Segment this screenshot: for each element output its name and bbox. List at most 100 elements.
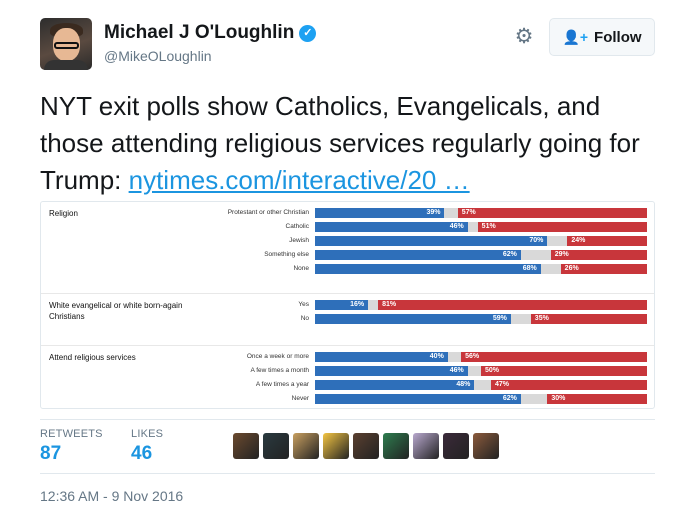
other-bar bbox=[547, 236, 568, 246]
row-label: Yes bbox=[298, 301, 309, 308]
other-bar bbox=[474, 380, 491, 390]
clinton-bar: 39% bbox=[315, 208, 445, 218]
liker-avatar[interactable] bbox=[293, 433, 319, 459]
trump-pct-label: 50% bbox=[485, 367, 500, 374]
trump-bar: 35% bbox=[530, 314, 647, 324]
stats-divider-bottom bbox=[40, 473, 655, 474]
trump-pct-label: 47% bbox=[494, 381, 509, 388]
row-label: No bbox=[300, 315, 309, 322]
exit-poll-chart[interactable]: Religion Protestant or other Christian 39%… bbox=[40, 201, 655, 409]
clinton-pct-label: 68% bbox=[522, 265, 537, 272]
trump-pct-label: 56% bbox=[465, 353, 480, 360]
gear-icon[interactable]: ⚙ bbox=[514, 25, 534, 48]
other-bar bbox=[540, 264, 561, 274]
clinton-bar: 68% bbox=[315, 264, 541, 274]
clinton-pct-label: 62% bbox=[502, 251, 517, 258]
row-label: Catholic bbox=[285, 223, 309, 230]
follow-button-label: Follow bbox=[594, 28, 642, 46]
other-bar bbox=[510, 314, 531, 324]
likes-count[interactable]: 46 bbox=[131, 443, 153, 464]
trump-bar: 57% bbox=[457, 208, 647, 218]
trump-bar: 30% bbox=[547, 394, 647, 404]
other-bar bbox=[467, 366, 481, 376]
row-label: None bbox=[293, 265, 309, 272]
other-bar bbox=[368, 300, 379, 310]
trump-pct-label: 30% bbox=[551, 395, 566, 402]
verified-badge-icon: ✓ bbox=[299, 25, 317, 42]
clinton-pct-label: 46% bbox=[449, 223, 464, 230]
other-bar bbox=[447, 352, 462, 362]
avatar-shirt bbox=[44, 60, 88, 70]
clinton-pct-label: 40% bbox=[429, 353, 444, 360]
trump-bar: 24% bbox=[567, 236, 647, 246]
group-label: Attend religious services bbox=[49, 353, 136, 362]
group-label: White evangelical or white born-again Ch… bbox=[49, 301, 183, 321]
trump-bar: 29% bbox=[550, 250, 647, 260]
author-handle[interactable]: @MikeOLoughlin bbox=[104, 48, 212, 64]
retweets-label[interactable]: RETWEETS bbox=[40, 428, 103, 440]
clinton-bar: 48% bbox=[315, 380, 475, 390]
group-label: Religion bbox=[49, 209, 78, 218]
clinton-pct-label: 62% bbox=[502, 395, 517, 402]
other-bar bbox=[467, 222, 478, 232]
row-label: Never bbox=[291, 395, 309, 402]
trump-bar: 81% bbox=[378, 300, 647, 310]
clinton-pct-label: 16% bbox=[350, 301, 365, 308]
group-separator bbox=[41, 293, 654, 294]
clinton-bar: 40% bbox=[315, 352, 448, 362]
tweet-body: NYT exit polls show Catholics, Evangelic… bbox=[40, 91, 640, 195]
liker-avatar[interactable] bbox=[353, 433, 379, 459]
author-name[interactable]: Michael J O'Loughlin bbox=[104, 22, 295, 43]
trump-bar: 56% bbox=[461, 352, 647, 362]
likes-label[interactable]: LIKES bbox=[131, 428, 164, 440]
trump-pct-label: 35% bbox=[534, 315, 549, 322]
liker-avatar[interactable] bbox=[413, 433, 439, 459]
clinton-bar: 59% bbox=[315, 314, 511, 324]
trump-bar: 26% bbox=[560, 264, 647, 274]
clinton-bar: 70% bbox=[315, 236, 548, 246]
row-label: Jewish bbox=[289, 237, 309, 244]
clinton-bar: 62% bbox=[315, 250, 521, 260]
liker-avatar[interactable] bbox=[443, 433, 469, 459]
group-separator bbox=[41, 345, 654, 346]
liker-avatar[interactable] bbox=[233, 433, 259, 459]
other-bar bbox=[520, 394, 548, 404]
clinton-pct-label: 46% bbox=[449, 367, 464, 374]
tweet-text: NYT exit polls show Catholics, Evangelic… bbox=[40, 88, 670, 199]
other-bar bbox=[444, 208, 458, 218]
retweets-count[interactable]: 87 bbox=[40, 443, 62, 464]
trump-bar: 51% bbox=[477, 222, 647, 232]
author-name-row[interactable]: Michael J O'Loughlin ✓ bbox=[104, 22, 317, 44]
author-avatar[interactable] bbox=[40, 18, 92, 70]
clinton-bar: 46% bbox=[315, 366, 468, 376]
row-label: Protestant or other Christian bbox=[227, 209, 309, 216]
follow-button[interactable]: 👤+ Follow bbox=[549, 18, 655, 56]
liker-avatar[interactable] bbox=[473, 433, 499, 459]
trump-pct-label: 29% bbox=[554, 251, 569, 258]
trump-bar: 50% bbox=[481, 366, 647, 376]
tweet-timestamp[interactable]: 12:36 AM - 9 Nov 2016 bbox=[40, 488, 184, 504]
trump-pct-label: 24% bbox=[571, 237, 586, 244]
liker-avatar[interactable] bbox=[323, 433, 349, 459]
row-label: Once a week or more bbox=[246, 353, 309, 360]
clinton-pct-label: 48% bbox=[456, 381, 471, 388]
stats-divider-top bbox=[40, 419, 655, 420]
liker-avatar[interactable] bbox=[263, 433, 289, 459]
trump-pct-label: 26% bbox=[564, 265, 579, 272]
trump-pct-label: 51% bbox=[481, 223, 496, 230]
trump-pct-label: 57% bbox=[461, 209, 476, 216]
clinton-bar: 62% bbox=[315, 394, 521, 404]
avatar-glasses bbox=[54, 42, 79, 49]
tweet-link[interactable]: nytimes.com/interactive/20 … bbox=[128, 165, 470, 195]
clinton-pct-label: 39% bbox=[426, 209, 441, 216]
liker-avatar[interactable] bbox=[383, 433, 409, 459]
liker-avatars bbox=[233, 433, 499, 459]
other-bar bbox=[520, 250, 551, 260]
avatar-face bbox=[53, 28, 80, 61]
row-label: Something else bbox=[264, 251, 309, 258]
clinton-bar: 46% bbox=[315, 222, 468, 232]
add-user-icon: 👤+ bbox=[562, 28, 589, 45]
trump-bar: 47% bbox=[490, 380, 647, 390]
row-label: A few times a month bbox=[250, 367, 309, 374]
clinton-pct-label: 70% bbox=[529, 237, 544, 244]
